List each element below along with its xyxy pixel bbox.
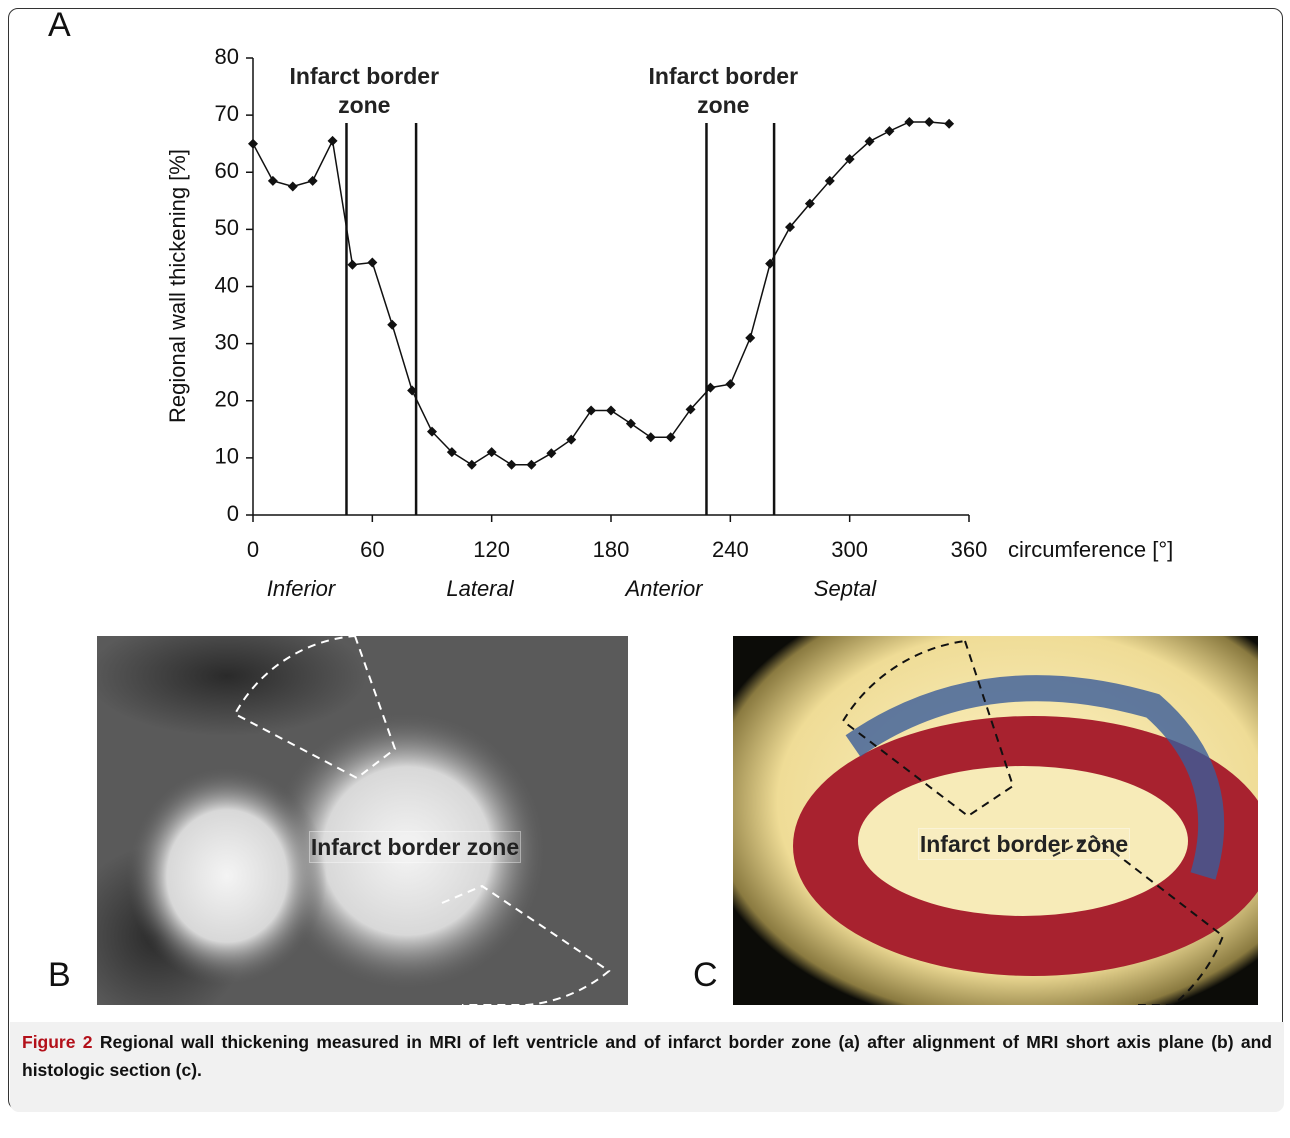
data-point: [268, 176, 278, 186]
data-point: [367, 258, 377, 268]
figure-page: A Regional wall thickening [%] circumfer…: [0, 0, 1290, 1138]
data-point: [248, 139, 258, 149]
mri-drawing: [97, 636, 628, 1005]
data-point: [288, 182, 298, 192]
data-point: [924, 117, 934, 127]
data-point: [606, 405, 616, 415]
y-tick-label: 70: [215, 101, 239, 126]
data-point: [308, 176, 318, 186]
x-tick-label: 360: [951, 537, 988, 562]
panel-label: B: [48, 956, 71, 995]
data-point: [566, 435, 576, 445]
data-point: [526, 460, 536, 470]
data-point: [546, 448, 556, 458]
caption: Figure 2 Regional wall thickening measur…: [10, 1022, 1284, 1112]
caption-text: Regional wall thickening measured in MRI…: [22, 1032, 1272, 1080]
data-point: [944, 119, 954, 129]
data-point: [725, 379, 735, 389]
data-point: [626, 419, 636, 429]
data-line: [253, 122, 949, 465]
panel-label: C: [693, 956, 718, 995]
data-point: [586, 405, 596, 415]
annotation: Infarct border zone: [274, 62, 454, 120]
data-point: [745, 333, 755, 343]
histology-image: Infarct border zone: [733, 636, 1258, 1005]
image-label: Infarct border zone: [309, 831, 521, 863]
y-tick-label: 60: [215, 158, 239, 183]
x-axis-label: circumference [°]: [1008, 537, 1173, 562]
y-tick-label: 80: [215, 44, 239, 69]
x-tick-label: 300: [831, 537, 868, 562]
data-point: [884, 126, 894, 136]
y-tick-label: 10: [215, 444, 239, 469]
x-tick-label: 180: [593, 537, 630, 562]
y-tick-label: 0: [227, 501, 239, 526]
x-tick-label: 240: [712, 537, 749, 562]
data-point: [328, 136, 338, 146]
histology-drawing: [733, 636, 1258, 1005]
y-tick-label: 40: [215, 272, 239, 297]
data-point: [507, 460, 517, 470]
y-axis-label: Regional wall thickening [%]: [165, 149, 190, 423]
x-tick-label: 120: [473, 537, 510, 562]
annotation: Infarct border zone: [633, 62, 813, 120]
data-point: [666, 432, 676, 442]
data-point: [387, 320, 397, 330]
data-point: [487, 447, 497, 457]
caption-label: Figure 2: [22, 1032, 93, 1052]
data-point: [904, 117, 914, 127]
data-point: [467, 460, 477, 470]
data-point: [646, 432, 656, 442]
y-tick-label: 20: [215, 387, 239, 412]
region-label: Lateral: [446, 576, 514, 601]
data-point: [347, 260, 357, 270]
y-tick-label: 50: [215, 215, 239, 240]
x-tick-label: 60: [360, 537, 384, 562]
region-label: Septal: [814, 576, 877, 601]
image-label: Infarct border zone: [918, 828, 1130, 860]
y-tick-label: 30: [215, 329, 239, 354]
mri-image: Infarct border zone: [97, 636, 628, 1005]
x-tick-label: 0: [247, 537, 259, 562]
region-label: Anterior: [623, 576, 704, 601]
region-label: Inferior: [267, 576, 337, 601]
